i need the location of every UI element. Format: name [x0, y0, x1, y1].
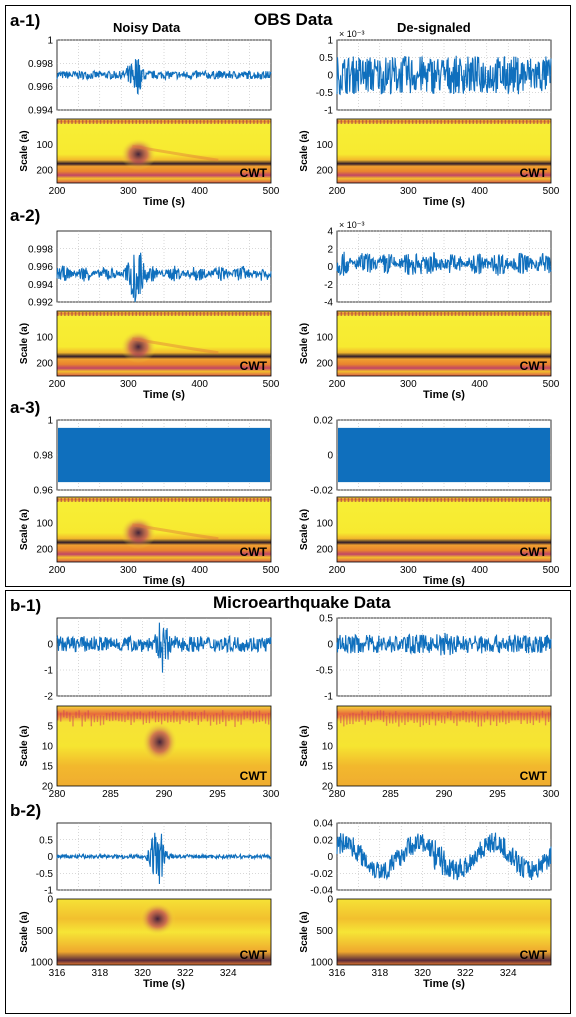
micro-panel-title: Microearthquake Data — [213, 593, 391, 612]
row-label-a2: a-2) — [10, 206, 41, 225]
row-label-a1: a-1) — [10, 11, 41, 30]
designaled-column-title: De-signaled — [397, 20, 471, 35]
row-label-b2: b-2) — [10, 801, 42, 820]
row-label-b1: b-1) — [10, 596, 42, 615]
obs-panel-title: OBS Data — [254, 10, 333, 29]
row-label-a3: a-3) — [10, 398, 41, 417]
obs-panel — [5, 5, 571, 587]
micro-panel — [5, 590, 571, 1014]
noisy-column-title: Noisy Data — [113, 20, 181, 35]
